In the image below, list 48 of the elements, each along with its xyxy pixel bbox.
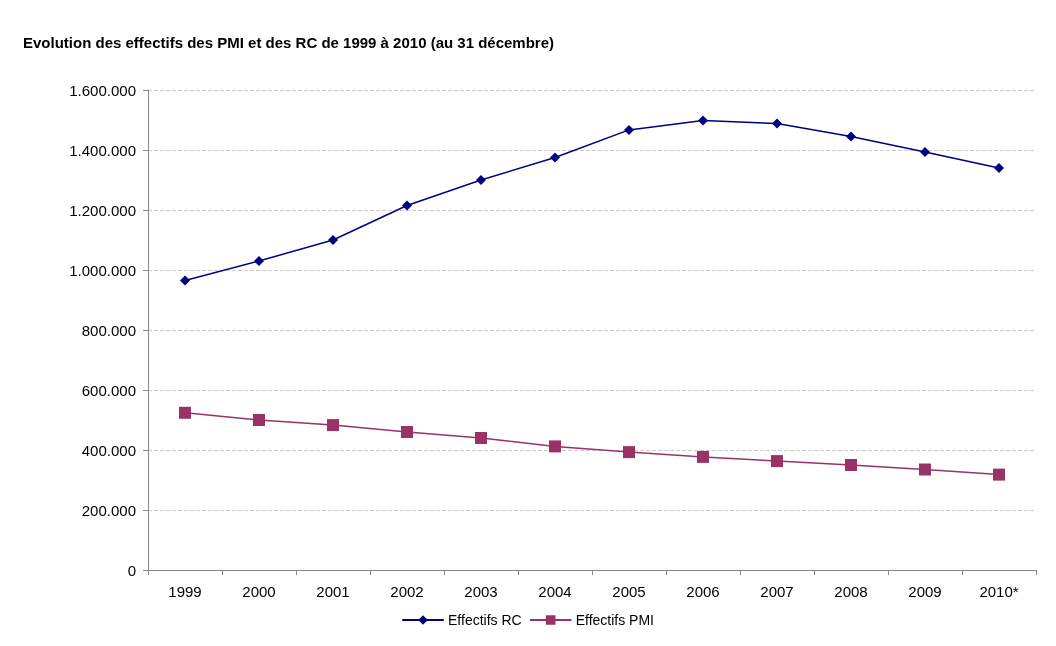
point	[549, 440, 561, 453]
point	[254, 256, 264, 266]
y-tick-label: 0	[127, 561, 136, 579]
x-tick-label: 2002	[390, 583, 424, 600]
legend-label: Effectifs RC	[448, 612, 522, 628]
x-tick-label: 2003	[464, 583, 498, 600]
x-tick-label: 2007	[760, 583, 794, 600]
point	[993, 468, 1005, 481]
x-tick-label: 2008	[834, 583, 868, 600]
x-tick-label: 2005	[612, 583, 646, 600]
y-tick-label: 200.000	[81, 501, 136, 519]
x-tick-label: 2009	[908, 583, 942, 600]
point	[697, 450, 709, 463]
point	[846, 131, 856, 142]
point	[179, 406, 191, 419]
y-tick-label: 1.200.000	[69, 201, 136, 219]
point	[327, 419, 339, 432]
chart-title: Evolution des effectifs des PMI et des RC de 1999 à 2010 (au 31 décembre)	[23, 34, 555, 51]
point	[624, 124, 634, 135]
x-tick-label: 2000	[242, 583, 276, 600]
point	[328, 235, 338, 245]
x-tick-label: 2004	[538, 583, 572, 600]
point	[476, 175, 486, 185]
point	[920, 147, 930, 158]
point	[698, 115, 708, 126]
x-tick-label: 2006	[686, 583, 720, 600]
point	[475, 432, 487, 444]
point	[401, 426, 413, 438]
point	[253, 414, 265, 426]
point	[994, 163, 1004, 173]
y-tick-label: 1.600.000	[69, 81, 136, 99]
point	[550, 152, 560, 163]
point	[845, 459, 857, 471]
point	[180, 275, 190, 286]
x-tick-label: 2001	[316, 583, 350, 600]
legend-label: Effectifs PMI	[575, 612, 654, 628]
y-tick-label: 1.000.000	[69, 261, 136, 279]
point	[771, 455, 783, 468]
y-tick-label: 800.000	[81, 321, 136, 339]
point	[772, 118, 782, 129]
point	[402, 200, 412, 211]
y-tick-label: 400.000	[81, 441, 136, 459]
x-tick-label: 2010*	[979, 583, 1019, 600]
point	[623, 446, 635, 459]
y-tick-label: 1.400.000	[69, 141, 136, 159]
point	[919, 463, 931, 476]
x-tick-label: 1999	[168, 583, 202, 600]
y-tick-label: 600.000	[81, 381, 136, 399]
